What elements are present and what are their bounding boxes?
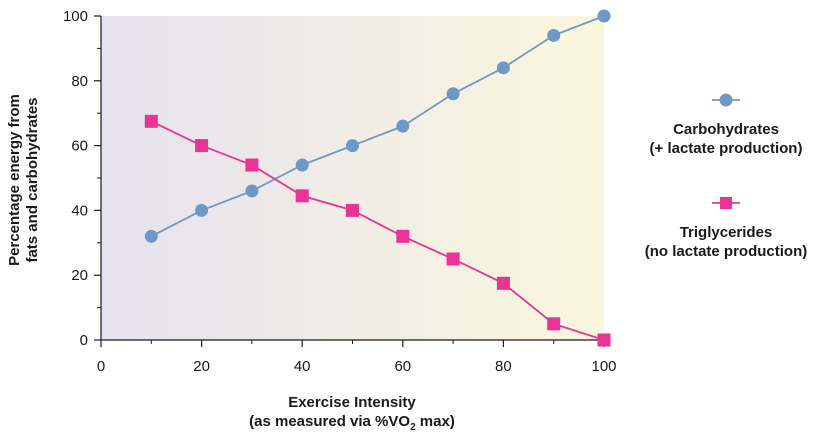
y-tick-label: 20 bbox=[71, 267, 88, 284]
carbohydrates-point bbox=[496, 61, 510, 75]
legend-triglycerides-label-line2: (no lactate production) bbox=[645, 243, 808, 260]
carbohydrates-point bbox=[396, 119, 410, 133]
y-axis-title-line2: fats and carbohydrates bbox=[24, 97, 41, 262]
carbohydrates-point bbox=[295, 158, 309, 172]
y-tick-label: 80 bbox=[71, 73, 88, 90]
y-tick-label: 100 bbox=[63, 8, 88, 25]
legend-carbohydrates-label-line2: (+ lactate production) bbox=[650, 140, 803, 157]
legend: Carbohydrates (+ lactate production) Tri… bbox=[645, 93, 808, 260]
triglycerides-point bbox=[547, 317, 561, 331]
legend-triglycerides-label-line1: Triglycerides bbox=[680, 224, 773, 241]
y-tick-label: 0 bbox=[80, 332, 88, 349]
x-axis-subtitle-subscript: 2 bbox=[410, 422, 416, 433]
x-tick-label: 60 bbox=[394, 358, 411, 375]
legend-carbohydrates-marker bbox=[719, 93, 733, 107]
y-axis-title-line1: Percentage energy from bbox=[6, 94, 23, 266]
x-tick-label: 20 bbox=[193, 358, 210, 375]
y-tick-label: 60 bbox=[71, 138, 88, 155]
carbohydrates-point bbox=[446, 87, 460, 101]
carbohydrates-point bbox=[346, 139, 359, 153]
x-axis-title: Exercise Intensity bbox=[288, 394, 416, 411]
x-axis-subtitle: (as measured via %VO2 max) bbox=[249, 413, 455, 433]
carbohydrates-point bbox=[245, 184, 259, 198]
legend-triglycerides-label-emphasis: no bbox=[650, 243, 668, 260]
triglycerides-series-line bbox=[150, 120, 605, 341]
ticks: 0 20 40 60 80 100 0 20 40 60 80 100 bbox=[63, 8, 617, 375]
triglycerides-point bbox=[144, 114, 158, 128]
triglycerides-point bbox=[496, 276, 510, 290]
plot-area-background bbox=[101, 16, 604, 340]
series-markers bbox=[144, 9, 611, 347]
triglycerides-point bbox=[245, 158, 259, 172]
carbohydrates-point bbox=[195, 203, 209, 217]
x-tick-label: 80 bbox=[495, 358, 512, 375]
triglycerides-point bbox=[295, 189, 309, 203]
triglycerides-point bbox=[195, 139, 209, 153]
triglycerides-point bbox=[346, 203, 359, 217]
y-tick-label: 40 bbox=[71, 202, 88, 219]
triglycerides-point bbox=[597, 333, 611, 347]
series-lines bbox=[150, 15, 605, 341]
x-tick-label: 40 bbox=[294, 358, 311, 375]
triglycerides-point bbox=[396, 229, 410, 243]
triglycerides-point bbox=[446, 252, 460, 266]
x-tick-label: 100 bbox=[591, 358, 616, 375]
carbohydrates-series-line bbox=[150, 15, 605, 238]
x-tick-label: 0 bbox=[97, 358, 105, 375]
carbohydrates-point bbox=[597, 9, 611, 23]
carbohydrates-point bbox=[547, 28, 561, 42]
legend-carbohydrates-label-line1: Carbohydrates bbox=[673, 121, 779, 138]
carbohydrates-point bbox=[144, 229, 158, 243]
legend-triglycerides-marker bbox=[720, 197, 732, 209]
